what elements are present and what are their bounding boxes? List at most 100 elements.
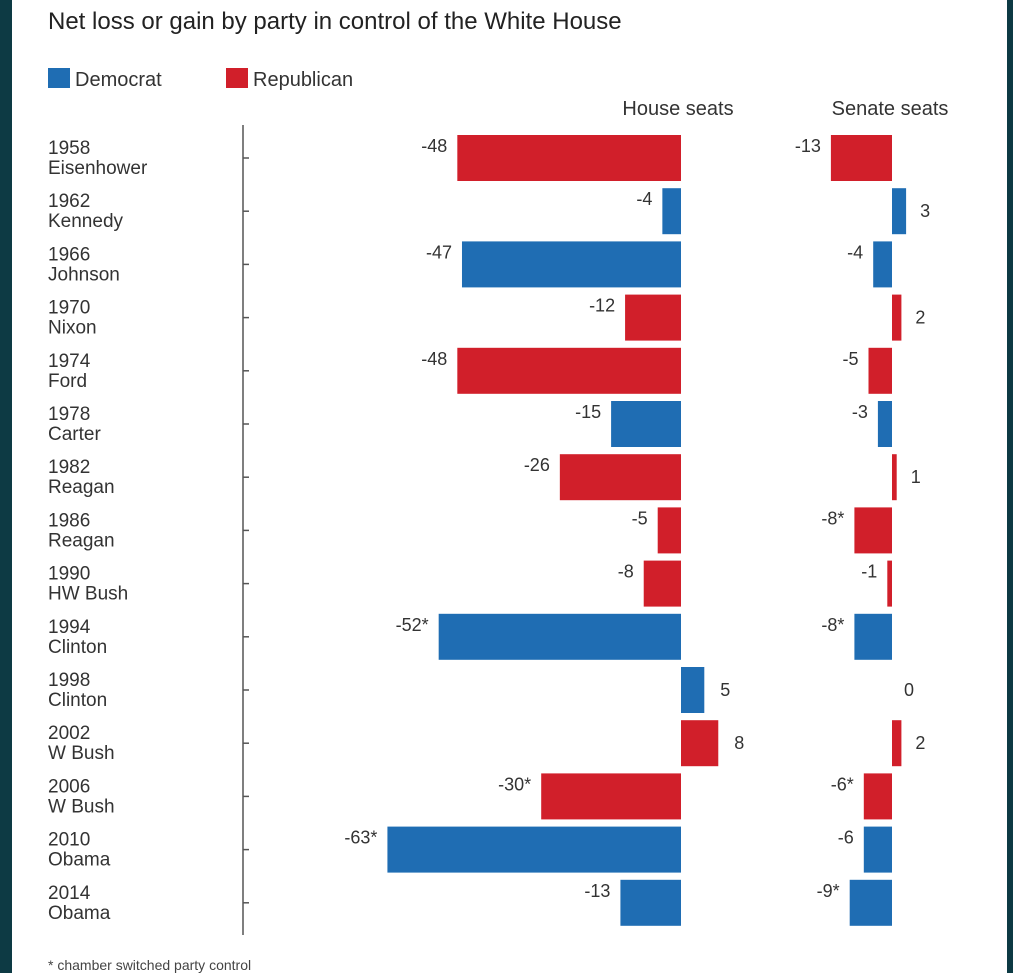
senate-seats-bar bbox=[863, 826, 892, 873]
house-seats-value-label: -30* bbox=[498, 774, 531, 794]
house-seats-bar bbox=[681, 667, 705, 713]
house-seats-header: House seats bbox=[622, 98, 733, 120]
house-seats-bar bbox=[662, 188, 681, 235]
house-seats-value-label: -12 bbox=[589, 296, 615, 316]
category-year-label: 2014 bbox=[48, 883, 91, 904]
legend-swatch-democrat bbox=[48, 68, 70, 88]
legend-label-democrat: Democrat bbox=[75, 69, 162, 91]
house-seats-value-label: -26 bbox=[524, 455, 550, 475]
footnote: * chamber switched party control bbox=[48, 957, 251, 973]
house-seats-bar bbox=[541, 773, 681, 820]
category-president-label: Reagan bbox=[48, 477, 115, 498]
senate-seats-bar bbox=[892, 720, 902, 767]
senate-seats-bar bbox=[892, 454, 897, 501]
house-seats-bar bbox=[457, 347, 681, 394]
senate-seats-value-label: -4 bbox=[847, 242, 863, 262]
category-year-label: 2006 bbox=[48, 776, 90, 797]
category-president-label: Carter bbox=[48, 424, 101, 445]
chart-title: Net loss or gain by party in control of … bbox=[48, 8, 622, 35]
category-year-label: 1982 bbox=[48, 457, 90, 478]
category-president-label: W Bush bbox=[48, 743, 115, 764]
house-seats-bar bbox=[461, 241, 681, 288]
house-seats-bar bbox=[681, 720, 719, 767]
senate-seats-bar bbox=[892, 188, 907, 235]
senate-seats-bar bbox=[849, 879, 892, 926]
chart-frame: Net loss or gain by party in control of … bbox=[12, 0, 1007, 973]
category-year-label: 1962 bbox=[48, 191, 90, 212]
category-year-label: 1970 bbox=[48, 298, 90, 319]
senate-seats-value-label: -8* bbox=[821, 508, 844, 528]
legend: Democrat Republican bbox=[48, 68, 353, 91]
senate-seats-bar bbox=[887, 560, 892, 607]
senate-seats-value-label: -6 bbox=[838, 828, 854, 848]
category-president-label: Eisenhower bbox=[48, 158, 148, 179]
house-seats-bar bbox=[625, 294, 681, 341]
senate-seats-header: Senate seats bbox=[832, 98, 949, 120]
senate-seats-value-label: 0 bbox=[904, 680, 914, 700]
house-seats-value-label: -48 bbox=[421, 136, 447, 156]
house-seats-bar bbox=[657, 507, 681, 554]
senate-seats-bar bbox=[863, 773, 892, 820]
senate-seats-value-label: -5 bbox=[842, 349, 858, 369]
category-president-label: Nixon bbox=[48, 318, 97, 339]
category-president-label: Obama bbox=[48, 903, 111, 924]
house-seats-value-label: -15 bbox=[575, 402, 601, 422]
senate-seats-value-label: -13 bbox=[795, 136, 821, 156]
category-president-label: HW Bush bbox=[48, 584, 128, 605]
senate-seats-value-label: -9* bbox=[817, 881, 840, 901]
senate-seats-value-label: -8* bbox=[821, 615, 844, 635]
house-seats-value-label: -4 bbox=[636, 189, 652, 209]
senate-seats-value-label: -1 bbox=[861, 562, 877, 582]
legend-label-republican: Republican bbox=[253, 69, 353, 91]
senate-seats-value-label: 2 bbox=[915, 308, 925, 328]
senate-seats-value-label: -3 bbox=[852, 402, 868, 422]
house-seats-bar bbox=[611, 401, 681, 447]
category-president-label: Johnson bbox=[48, 264, 120, 285]
category-year-label: 1990 bbox=[48, 564, 90, 585]
category-year-label: 1986 bbox=[48, 510, 90, 531]
house-seats-bar bbox=[457, 135, 681, 181]
senate-seats-bar bbox=[854, 507, 892, 554]
senate-seats-value-label: 2 bbox=[915, 733, 925, 753]
house-seats-bar bbox=[438, 613, 681, 660]
house-seats-bar bbox=[643, 560, 681, 607]
category-president-label: Clinton bbox=[48, 637, 107, 658]
category-president-label: Kennedy bbox=[48, 211, 124, 232]
category-year-label: 1966 bbox=[48, 244, 90, 265]
house-seats-bar bbox=[559, 454, 681, 501]
category-year-label: 1974 bbox=[48, 351, 91, 372]
category-year-label: 1978 bbox=[48, 404, 90, 425]
house-seats-value-label: -47 bbox=[426, 242, 452, 262]
house-seats-value-label: 8 bbox=[734, 733, 744, 753]
senate-seats-bar bbox=[854, 613, 892, 660]
category-year-label: 1998 bbox=[48, 670, 90, 691]
legend-swatch-republican bbox=[226, 68, 248, 88]
senate-seats-value-label: -6* bbox=[831, 774, 854, 794]
category-year-label: 2010 bbox=[48, 830, 90, 851]
senate-seats-value-label: 3 bbox=[920, 201, 930, 221]
category-president-label: Reagan bbox=[48, 530, 115, 551]
chart-svg: Net loss or gain by party in control of … bbox=[48, 8, 949, 973]
house-seats-value-label: -8 bbox=[618, 562, 634, 582]
house-seats-bar bbox=[620, 879, 681, 926]
house-seats-value-label: -48 bbox=[421, 349, 447, 369]
category-year-label: 1994 bbox=[48, 617, 91, 638]
category-year-label: 1958 bbox=[48, 138, 90, 159]
house-seats-value-label: -13 bbox=[584, 881, 610, 901]
category-year-label: 2002 bbox=[48, 723, 90, 744]
senate-seats-bar bbox=[868, 347, 892, 394]
senate-seats-bar bbox=[892, 294, 902, 341]
senate-seats-bar bbox=[873, 241, 892, 288]
category-president-label: W Bush bbox=[48, 796, 115, 817]
house-seats-value-label: -5 bbox=[632, 508, 648, 528]
house-seats-value-label: -52* bbox=[396, 615, 429, 635]
category-president-label: Clinton bbox=[48, 690, 107, 711]
senate-seats-value-label: 1 bbox=[911, 467, 921, 487]
category-president-label: Ford bbox=[48, 371, 87, 392]
house-seats-value-label: 5 bbox=[720, 680, 730, 700]
house-seats-value-label: -63* bbox=[344, 828, 377, 848]
house-seats-bar bbox=[387, 826, 681, 873]
senate-seats-bar bbox=[830, 135, 892, 181]
senate-seats-bar bbox=[877, 401, 892, 447]
